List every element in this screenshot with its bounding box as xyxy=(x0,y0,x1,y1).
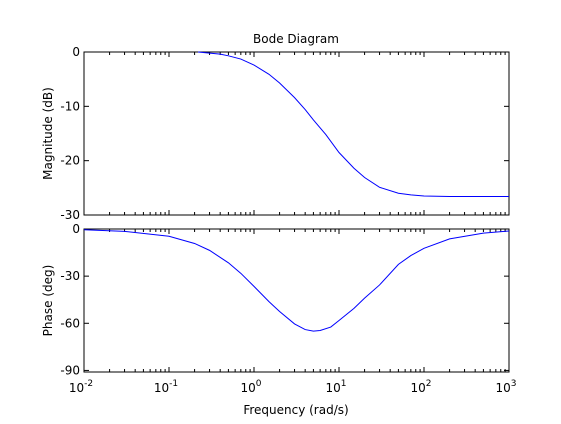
x-axis-label: Frequency (rad/s) xyxy=(243,403,348,417)
phase-y-axis-label: Phase (deg) xyxy=(41,265,55,337)
phase-y-tick-label: -90 xyxy=(60,363,80,377)
chart-title: Bode Diagram xyxy=(253,32,339,46)
x-tick-label: 10-1 xyxy=(154,379,178,395)
magnitude-y-tick-label: -20 xyxy=(60,154,80,168)
x-tick-label: 101 xyxy=(325,379,346,395)
phase-axes-frame xyxy=(83,228,510,373)
phase-x-ticks xyxy=(83,229,506,372)
phase-series-line xyxy=(83,229,510,332)
x-tick-label: 10-2 xyxy=(69,379,93,395)
x-tick-label: 102 xyxy=(410,379,431,395)
magnitude-y-tick-label: -30 xyxy=(60,208,80,222)
magnitude-y-tick-label: 0 xyxy=(72,45,80,59)
magnitude-y-tick-label: -10 xyxy=(60,99,80,113)
x-tick-label: 100 xyxy=(240,379,261,395)
x-tick-label: 103 xyxy=(495,379,516,395)
phase-y-tick-label: 0 xyxy=(72,222,80,236)
phase-y-tick-label: -60 xyxy=(60,316,80,330)
magnitude-series-line xyxy=(198,51,509,198)
magnitude-axes-frame xyxy=(83,51,510,216)
magnitude-y-axis-label: Magnitude (dB) xyxy=(41,87,55,180)
phase-panel: 0 -30 -60 -90 Phase (deg) xyxy=(41,222,510,377)
phase-y-tick-label: -30 xyxy=(60,269,80,283)
magnitude-panel: 0 -10 -20 -30 Magnitude (dB) xyxy=(41,45,510,222)
magnitude-x-ticks xyxy=(83,52,506,215)
x-tick-labels: 10-2 10-1 100 101 102 103 xyxy=(69,379,517,395)
